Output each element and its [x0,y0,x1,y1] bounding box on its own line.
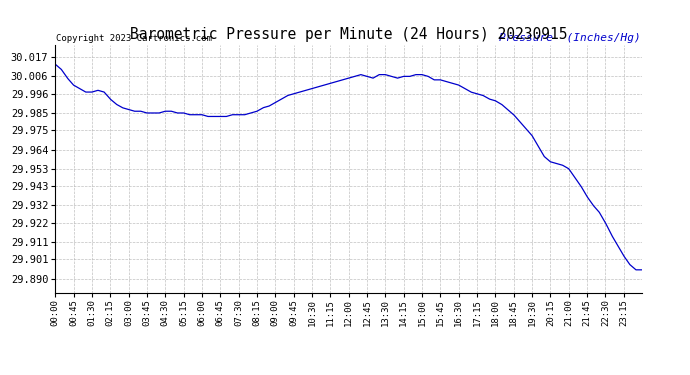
Text: Pressure  (Inches/Hg): Pressure (Inches/Hg) [500,33,641,42]
Title: Barometric Pressure per Minute (24 Hours) 20230915: Barometric Pressure per Minute (24 Hours… [130,27,567,42]
Text: Copyright 2023 Cartronics.com: Copyright 2023 Cartronics.com [56,33,212,42]
